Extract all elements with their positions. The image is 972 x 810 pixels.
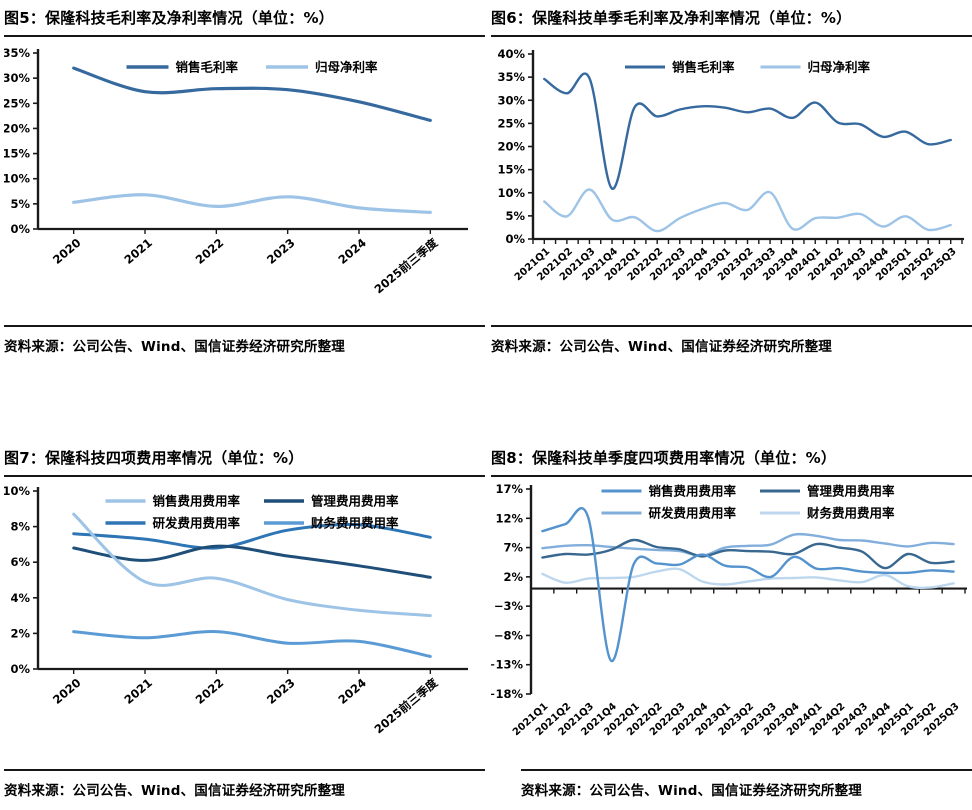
svg-text:10%: 10% [4, 172, 30, 186]
svg-text:6%: 6% [10, 555, 30, 569]
svg-text:20%: 20% [4, 121, 30, 135]
svg-text:25%: 25% [4, 96, 30, 110]
svg-text:35%: 35% [4, 46, 30, 60]
svg-text:30%: 30% [4, 71, 30, 85]
svg-text:管理费用费用率: 管理费用费用率 [311, 494, 399, 509]
source-note: 资料来源：公司公告、Wind、国信证券经济研究所整理 [4, 339, 345, 355]
svg-text:2%: 2% [503, 570, 523, 584]
svg-text:0%: 0% [505, 232, 525, 246]
svg-text:−8%: −8% [494, 628, 524, 642]
svg-text:7%: 7% [503, 541, 523, 555]
title-divider [4, 475, 485, 477]
svg-text:25%: 25% [497, 116, 525, 130]
svg-text:−3%: −3% [494, 599, 524, 613]
svg-text:30%: 30% [497, 93, 525, 107]
svg-text:2025前三季度: 2025前三季度 [371, 235, 440, 296]
figure-fig5: 图5：保隆科技毛利率及净利率情况（单位：%） 0% 5% 10% 15% 20% 25% 3… [4, 5, 485, 355]
svg-text:2022: 2022 [193, 676, 227, 707]
title-divider [491, 35, 972, 37]
source-note: 资料来源：公司公告、Wind、国信证券经济研究所整理 [4, 783, 345, 799]
title-divider [4, 35, 485, 37]
figure-title: 图8：保隆科技单季度四项费用率情况（单位：%） [491, 449, 837, 467]
svg-text:2%: 2% [10, 626, 30, 640]
svg-text:10%: 10% [4, 484, 30, 498]
svg-text:管理费用费用率: 管理费用费用率 [807, 484, 895, 499]
svg-text:15%: 15% [497, 163, 525, 177]
svg-text:归母净利率: 归母净利率 [315, 60, 378, 75]
svg-text:研发费用费用率: 研发费用费用率 [649, 506, 737, 521]
svg-text:4%: 4% [10, 591, 30, 605]
svg-text:销售费用费用率: 销售费用费用率 [153, 494, 241, 509]
svg-text:2025前三季度: 2025前三季度 [371, 675, 440, 736]
figure-title: 图5：保隆科技毛利率及净利率情况（单位：%） [4, 9, 334, 27]
svg-text:研发费用费用率: 研发费用费用率 [153, 516, 241, 531]
svg-text:0%: 0% [10, 662, 30, 676]
svg-text:2022: 2022 [193, 236, 227, 267]
source-divider [4, 325, 485, 327]
svg-text:销售毛利率: 销售毛利率 [176, 60, 239, 75]
svg-text:2020: 2020 [50, 236, 84, 267]
source-note: 资料来源：公司公告、Wind、国信证券经济研究所整理 [521, 783, 862, 799]
svg-text:2021: 2021 [121, 676, 155, 707]
svg-text:销售毛利率: 销售毛利率 [672, 60, 735, 75]
line-chart-fig6: 0%5%10%15%20%25%30%35%40%2021Q12021Q2202… [497, 47, 964, 283]
svg-text:归母净利率: 归母净利率 [808, 60, 871, 75]
line-chart-fig8: −18%−13%−8%−3%2%7%12%17%2021Q12021Q22021… [491, 482, 967, 738]
figure-fig8: 图8：保隆科技单季度四项费用率情况（单位：%） −18% −13% −8% −3% 2%… [491, 445, 972, 799]
svg-text:5%: 5% [10, 197, 30, 211]
svg-text:5%: 5% [505, 209, 525, 223]
svg-text:财务费用费用率: 财务费用费用率 [806, 506, 895, 521]
line-chart-fig5: 0% 5% 10% 15% 20% 25% 30% 35% 2020 2021 2022 2023 20… [4, 46, 468, 296]
figure-fig7: 图7：保隆科技四项费用率情况（单位：%） 0% 2% 4% 6% 8% 10% 2020 20… [4, 445, 485, 799]
svg-text:2024: 2024 [335, 676, 369, 707]
svg-text:2023: 2023 [264, 676, 298, 707]
svg-text:2023: 2023 [264, 236, 298, 267]
figure-fig6: 图6：保隆科技单季毛利率及净利率情况（单位：%） 0% 5% 10% 15% 20% 25… [491, 5, 972, 355]
svg-text:8%: 8% [10, 520, 30, 534]
figure-title: 图6：保隆科技单季毛利率及净利率情况（单位：%） [491, 9, 852, 27]
title-divider [491, 475, 972, 477]
svg-text:20%: 20% [497, 140, 525, 154]
svg-text:−13%: −13% [491, 658, 523, 672]
svg-text:−18%: −18% [491, 687, 523, 701]
source-divider [4, 769, 485, 771]
source-note: 资料来源：公司公告、Wind、国信证券经济研究所整理 [491, 339, 832, 355]
svg-text:35%: 35% [497, 70, 525, 84]
figure-title: 图7：保隆科技四项费用率情况（单位：%） [4, 449, 304, 467]
svg-text:2024: 2024 [335, 236, 369, 267]
svg-text:40%: 40% [497, 47, 525, 61]
svg-text:0%: 0% [10, 222, 30, 236]
svg-text:销售费用费用率: 销售费用费用率 [649, 484, 737, 499]
svg-text:2021: 2021 [121, 236, 155, 267]
svg-text:财务费用费用率: 财务费用费用率 [310, 516, 399, 531]
svg-text:2020: 2020 [50, 676, 84, 707]
svg-text:10%: 10% [497, 186, 525, 200]
line-chart-fig7: 0% 2% 4% 6% 8% 10% 2020 2021 2022 2023 2024 2025前三季… [4, 484, 468, 736]
svg-text:15%: 15% [4, 147, 30, 161]
svg-text:17%: 17% [495, 482, 523, 496]
source-divider [491, 325, 972, 327]
svg-text:12%: 12% [495, 511, 523, 525]
source-divider [521, 769, 972, 771]
